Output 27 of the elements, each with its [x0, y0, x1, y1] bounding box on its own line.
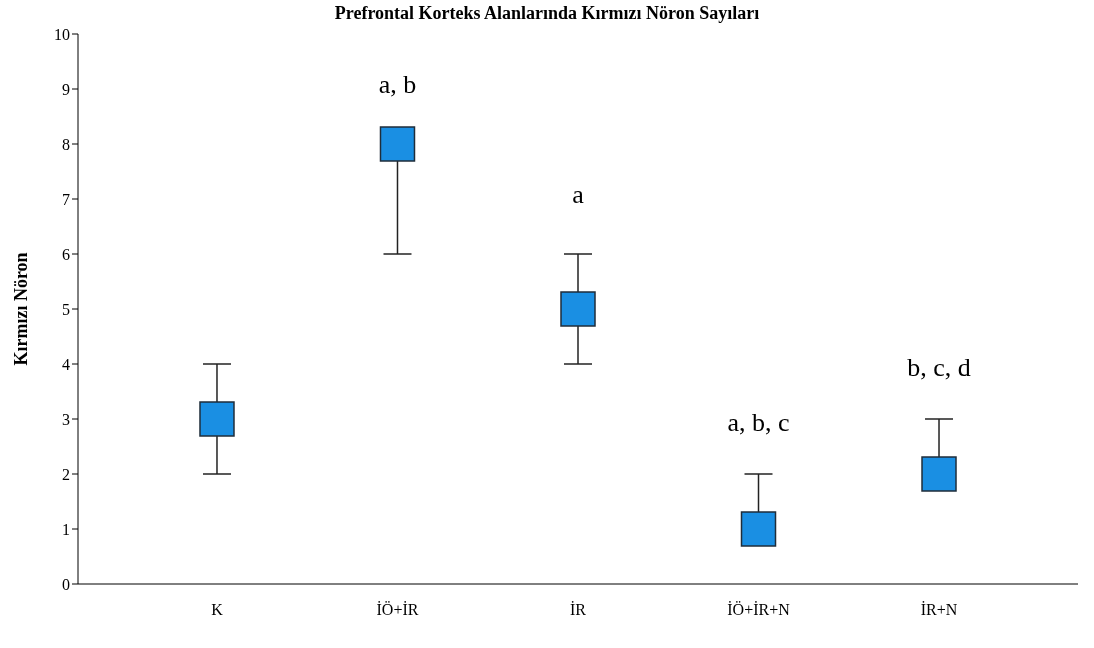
y-tick-label: 1: [62, 520, 70, 538]
point: [560, 291, 596, 327]
y-tick-label: 9: [62, 80, 70, 98]
y-tick-label: 2: [62, 465, 70, 483]
y-tick-label: 3: [62, 410, 70, 428]
annotation: a, b, c: [727, 407, 790, 437]
annotation: a: [572, 179, 585, 209]
x-tick-label: K: [211, 601, 224, 619]
y-tick-label: 4: [62, 355, 70, 373]
x-tick-label: İR+N: [920, 601, 958, 619]
point: [921, 456, 957, 492]
point: [379, 126, 416, 162]
x-tick-label: İR: [570, 601, 587, 619]
y-tick-label: 5: [62, 300, 70, 318]
y-tick-label: 8: [62, 135, 70, 153]
y-tick-label: 10: [54, 25, 70, 43]
y-tick-label: 0: [62, 575, 70, 593]
x-tick-label: İÖ+İR+N: [727, 601, 791, 619]
y-tick-label: 6: [62, 245, 70, 263]
chart-title: Prefrontal Korteks Alanlarında Kırmızı Nöron Sayıları: [333, 2, 761, 24]
y-tick-label: 7: [62, 190, 70, 208]
x-tick-label: İÖ+İR: [376, 601, 419, 619]
annotation: b, c, d: [907, 352, 971, 382]
point: [740, 511, 777, 547]
y-axis-title: Kırmızı Nöron: [11, 252, 32, 366]
annotation: a, b: [378, 69, 417, 99]
point: [199, 401, 235, 437]
